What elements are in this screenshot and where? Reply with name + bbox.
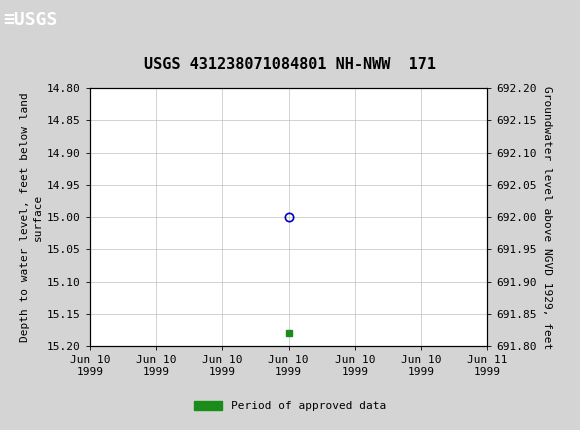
Text: USGS 431238071084801 NH-NWW  171: USGS 431238071084801 NH-NWW 171 — [144, 57, 436, 72]
Legend: Period of approved data: Period of approved data — [190, 397, 390, 416]
Text: ≡USGS: ≡USGS — [3, 12, 57, 29]
Y-axis label: Depth to water level, feet below land
surface: Depth to water level, feet below land su… — [20, 92, 43, 342]
Y-axis label: Groundwater level above NGVD 1929, feet: Groundwater level above NGVD 1929, feet — [542, 86, 552, 349]
